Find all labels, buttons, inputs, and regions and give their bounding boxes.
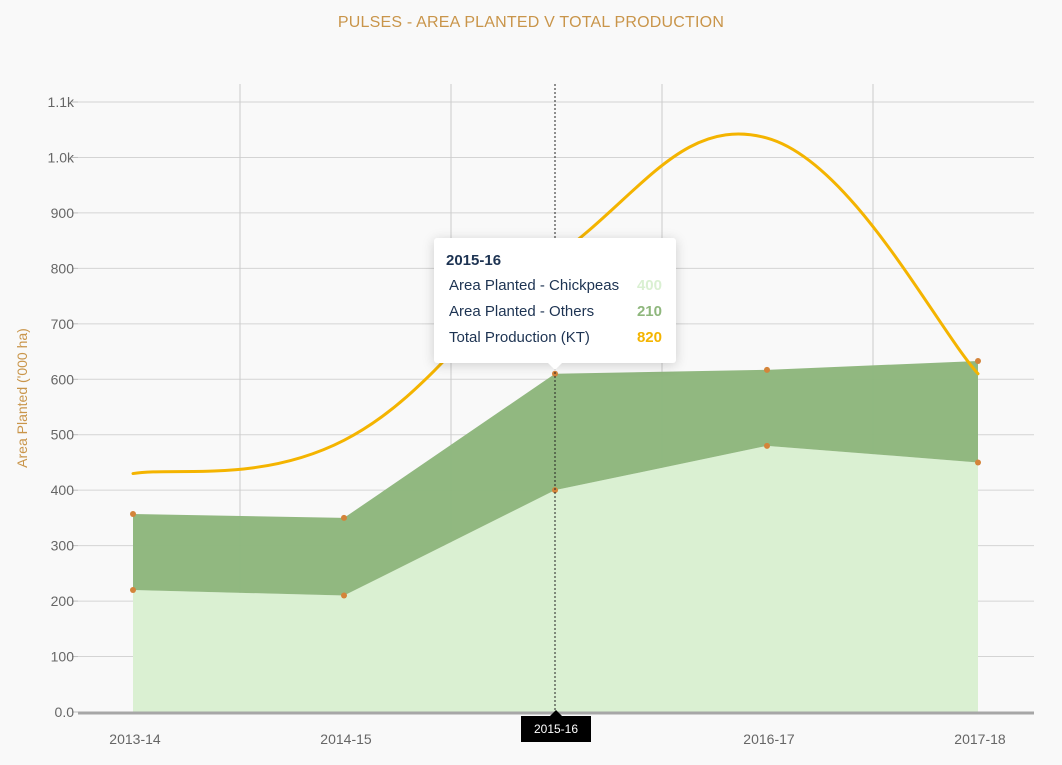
tooltip-row-label: Area Planted - Chickpeas — [449, 277, 620, 294]
tooltip-row-label: Area Planted - Others — [449, 303, 595, 320]
marker-chickpeas — [552, 487, 558, 494]
x-tick-label: 2017-18 — [954, 731, 1006, 747]
marker-chickpeas — [341, 592, 347, 599]
tooltip: 2015-16 Area Planted - Chickpeas 400 Are… — [434, 238, 676, 370]
area-layer — [133, 360, 978, 712]
marker-chickpeas — [975, 459, 981, 466]
y-tick-label: 900 — [51, 205, 75, 221]
tooltip-row-production: Total Production (KT) 820 — [446, 328, 662, 354]
y-tick-label: 300 — [51, 538, 75, 554]
chart-title: PULSES - AREA PLANTED V TOTAL PRODUCTION — [337, 14, 725, 31]
y-tick-label: 1.1k — [48, 94, 75, 110]
crosshair-x-label-text: 2015-16 — [533, 722, 579, 736]
marker-chickpeas — [764, 442, 770, 449]
marker-others — [764, 366, 770, 373]
y-tick-label: 200 — [51, 593, 75, 609]
tooltip-title: 2015-16 — [446, 252, 502, 269]
tooltip-row-chickpeas: Area Planted - Chickpeas 400 — [446, 276, 662, 302]
y-tick-label: 700 — [51, 316, 75, 332]
y-tick-label: 1.0k — [48, 149, 75, 165]
tooltip-row-value: 820 — [636, 329, 662, 346]
y-tick-label: 400 — [51, 482, 75, 498]
y-tick-label: 800 — [51, 260, 75, 276]
marker-others — [130, 511, 136, 518]
marker-others — [341, 514, 347, 521]
area-chickpeas — [133, 445, 978, 712]
crosshair-label-arrow — [550, 710, 562, 716]
area-others — [133, 360, 978, 596]
tooltip-row-others: Area Planted - Others 210 — [446, 302, 662, 328]
y-tick-label: 600 — [51, 371, 75, 387]
y-tick-label: 100 — [51, 649, 75, 665]
tooltip-arrow — [548, 363, 562, 370]
tooltip-row-value: 400 — [636, 277, 662, 294]
y-tick-label: 500 — [51, 427, 75, 443]
crosshair-x-label: 2015-16 — [521, 710, 591, 742]
tooltip-row-label: Total Production (KT) — [449, 329, 590, 346]
x-tick-label: 2013-14 — [109, 731, 161, 747]
marker-chickpeas — [130, 587, 136, 593]
y-tick-label: 0.0 — [55, 704, 75, 720]
x-tick-label: 2014-15 — [320, 731, 372, 747]
x-tick-label: 2016-17 — [743, 731, 795, 747]
marker-others — [975, 357, 981, 364]
tooltip-row-value: 210 — [636, 303, 662, 320]
marker-layer — [130, 357, 981, 599]
